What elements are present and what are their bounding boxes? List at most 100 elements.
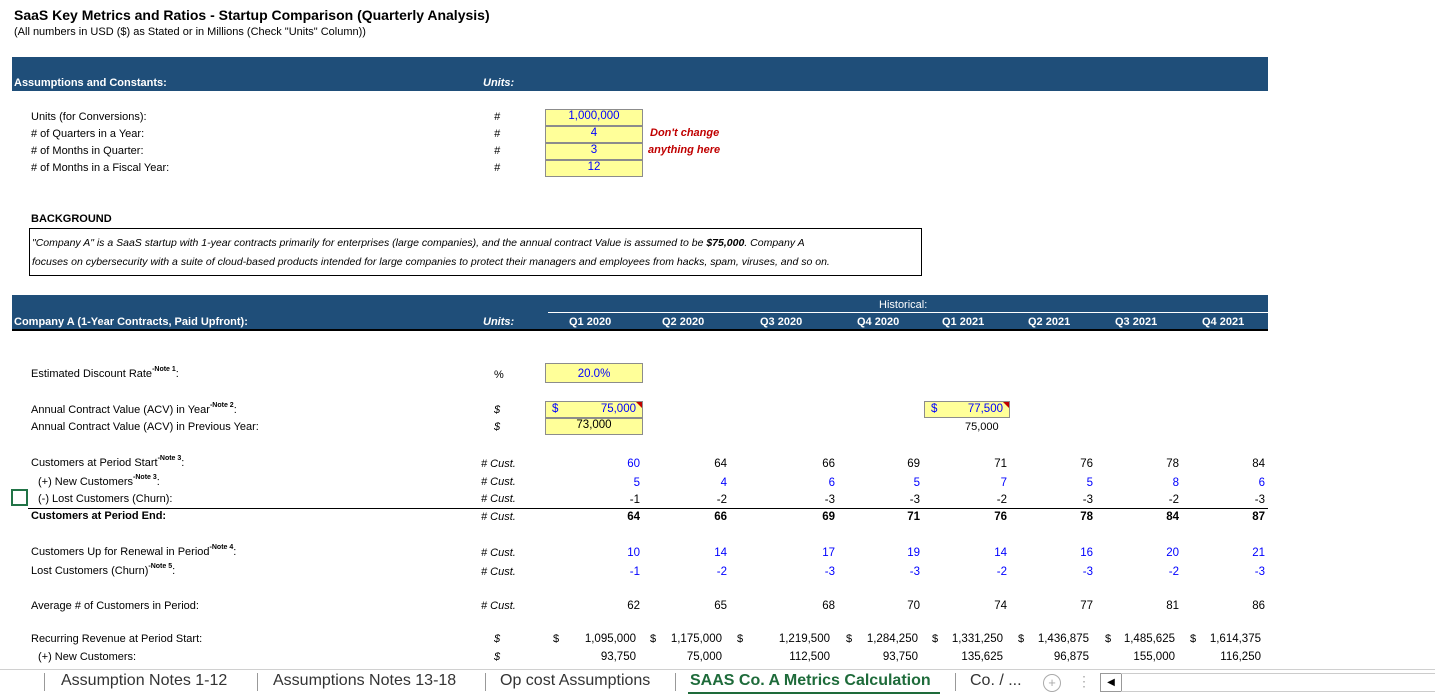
value-cell-new-cust[interactable]: 4 <box>720 477 727 489</box>
value-cell-lost-cust[interactable]: -1 <box>629 494 640 506</box>
input-cell-months-year[interactable]: 12 <box>545 160 643 177</box>
tab-assumption-notes-1-12[interactable]: Assumption Notes 1-12 <box>61 672 228 689</box>
row-unit: # Cust. <box>481 600 516 612</box>
value-cell-avg-cust[interactable]: 74 <box>994 600 1007 612</box>
more-options-icon[interactable]: ⋮ <box>1077 673 1091 689</box>
background-text: focuses on cybersecurity with a suite of… <box>32 256 830 268</box>
quarter-header: Q2 2021 <box>1028 316 1071 328</box>
value-cell-new-cust[interactable]: 5 <box>633 477 640 489</box>
value-cell-avg-cust[interactable]: 81 <box>1166 600 1179 612</box>
value-cell-cust-end[interactable]: 76 <box>994 511 1007 523</box>
value-cell-rev-start[interactable]: 1,219,500 <box>778 633 830 645</box>
quarter-header: Q1 2021 <box>942 316 985 328</box>
value-cell-avg-cust[interactable]: 62 <box>627 600 640 612</box>
value-cell-cust-end[interactable]: 87 <box>1252 511 1265 523</box>
value-cell-cust-start[interactable]: 66 <box>822 458 835 470</box>
value-cell-churn[interactable]: -2 <box>996 566 1007 578</box>
input-cell-quarters[interactable]: 4 <box>545 126 643 143</box>
value-cell-churn[interactable]: -3 <box>1254 566 1265 578</box>
value-cell-rev-new[interactable]: 96,875 <box>1053 651 1089 663</box>
value-cell-cust-start[interactable]: 60 <box>627 458 640 470</box>
background-text: . Company A <box>744 237 805 249</box>
tab-assumptions-notes-13-18[interactable]: Assumptions Notes 13-18 <box>273 672 457 689</box>
value-cell-churn[interactable]: -1 <box>629 566 640 578</box>
value-cell-rev-new[interactable]: 135,625 <box>961 651 1003 663</box>
value-cell-rev-new[interactable]: 116,250 <box>1220 651 1261 663</box>
value-cell-lost-cust[interactable]: -3 <box>1082 494 1093 506</box>
value-cell-renewal[interactable]: 14 <box>714 547 727 559</box>
value-cell-rev-start[interactable]: 1,485,625 <box>1123 633 1175 645</box>
value-cell-rev-new[interactable]: 93,750 <box>600 651 636 663</box>
value-cell-cust-start[interactable]: 76 <box>1080 458 1093 470</box>
value-cell-rev-start[interactable]: 1,095,000 <box>584 633 636 645</box>
value-cell-avg-cust[interactable]: 65 <box>714 600 727 612</box>
value-cell-rev-new[interactable]: 112,500 <box>789 651 830 663</box>
value-cell-cust-start[interactable]: 78 <box>1166 458 1179 470</box>
assumptions-header-band: Assumptions and Constants: Units: <box>12 57 1268 91</box>
row-unit: # Cust. <box>481 476 516 488</box>
value-cell-new-cust[interactable]: 8 <box>1172 477 1179 489</box>
value-cell-renewal[interactable]: 21 <box>1252 547 1265 559</box>
value-cell-rev-start[interactable]: 1,284,250 <box>866 633 918 645</box>
horizontal-scrollbar[interactable] <box>1121 673 1435 692</box>
value-cell-churn[interactable]: -3 <box>1082 566 1093 578</box>
value-cell-avg-cust[interactable]: 70 <box>907 600 920 612</box>
tab-saas-metrics-active[interactable]: SAAS Co. A Metrics Calculation <box>690 672 931 689</box>
value-cell-cust-end[interactable]: 69 <box>822 511 835 523</box>
input-cell-months-quarter[interactable]: 3 <box>545 143 643 160</box>
value-cell-rev-new[interactable]: 155,000 <box>1133 651 1175 663</box>
value-cell-rev-new[interactable]: 75,000 <box>686 651 722 663</box>
value-cell-cust-end[interactable]: 66 <box>714 511 727 523</box>
currency-symbol: $ <box>1105 633 1112 645</box>
value-cell-lost-cust[interactable]: -2 <box>716 494 727 506</box>
input-cell-acv-prev-q1-2020[interactable]: 73,000 <box>545 418 643 435</box>
value-cell-cust-end[interactable]: 84 <box>1166 511 1179 523</box>
background-text: "Company A" is a SaaS startup with 1-yea… <box>32 237 704 249</box>
value-cell-rev-new[interactable]: 93,750 <box>882 651 918 663</box>
value-cell-new-cust[interactable]: 6 <box>828 477 835 489</box>
value-cell-new-cust[interactable]: 6 <box>1258 477 1265 489</box>
value-cell-churn[interactable]: -3 <box>909 566 920 578</box>
input-cell-acv-q1-2020[interactable]: $ 75,000 <box>545 401 643 418</box>
value-cell-cust-start[interactable]: 71 <box>994 458 1007 470</box>
value-cell-rev-start[interactable]: 1,614,375 <box>1209 633 1261 645</box>
value-cell-renewal[interactable]: 20 <box>1166 547 1179 559</box>
scroll-left-icon[interactable]: ◀ <box>1100 673 1122 692</box>
add-sheet-icon[interactable]: + <box>1043 674 1061 692</box>
value-cell-avg-cust[interactable]: 68 <box>822 600 835 612</box>
selected-cell[interactable] <box>11 489 28 506</box>
value-cell-lost-cust[interactable]: -3 <box>1254 494 1265 506</box>
value-cell-rev-start[interactable]: 1,331,250 <box>951 633 1003 645</box>
tab-op-cost-assumptions[interactable]: Op cost Assumptions <box>500 672 651 689</box>
row-label-acv-prev: Annual Contract Value (ACV) in Previous … <box>31 421 259 433</box>
value-cell-renewal[interactable]: 10 <box>627 547 640 559</box>
value-cell-lost-cust[interactable]: -3 <box>909 494 920 506</box>
value-cell-lost-cust[interactable]: -2 <box>1168 494 1179 506</box>
value-cell-new-cust[interactable]: 7 <box>1000 477 1007 489</box>
value-cell-cust-end[interactable]: 78 <box>1080 511 1093 523</box>
value-cell-cust-end[interactable]: 71 <box>907 511 920 523</box>
input-cell-acv-q1-2021[interactable]: $ 77,500 <box>924 401 1010 418</box>
value-cell-renewal[interactable]: 14 <box>994 547 1007 559</box>
value-cell-cust-start[interactable]: 69 <box>907 458 920 470</box>
value-cell-lost-cust[interactable]: -2 <box>996 494 1007 506</box>
value-cell-renewal[interactable]: 17 <box>822 547 835 559</box>
value-cell-avg-cust[interactable]: 86 <box>1252 600 1265 612</box>
value-cell-new-cust[interactable]: 5 <box>913 477 920 489</box>
tab-company-b[interactable]: Co. / ... <box>970 672 1022 689</box>
value-cell-churn[interactable]: -3 <box>824 566 835 578</box>
value-cell-new-cust[interactable]: 5 <box>1086 477 1093 489</box>
value-cell-lost-cust[interactable]: -3 <box>824 494 835 506</box>
value-cell-cust-start[interactable]: 84 <box>1252 458 1265 470</box>
value-cell-renewal[interactable]: 16 <box>1080 547 1093 559</box>
value-cell-churn[interactable]: -2 <box>1168 566 1179 578</box>
value-cell-renewal[interactable]: 19 <box>907 547 920 559</box>
input-cell-discount-rate[interactable]: 20.0% <box>545 363 643 383</box>
value-cell-rev-start[interactable]: 1,436,875 <box>1037 633 1089 645</box>
value-cell-avg-cust[interactable]: 77 <box>1080 600 1093 612</box>
value-cell-cust-start[interactable]: 64 <box>714 458 727 470</box>
value-cell-rev-start[interactable]: 1,175,000 <box>670 633 722 645</box>
input-cell-units[interactable]: 1,000,000 <box>545 109 643 126</box>
value-cell-cust-end[interactable]: 64 <box>627 511 640 523</box>
value-cell-churn[interactable]: -2 <box>716 566 727 578</box>
